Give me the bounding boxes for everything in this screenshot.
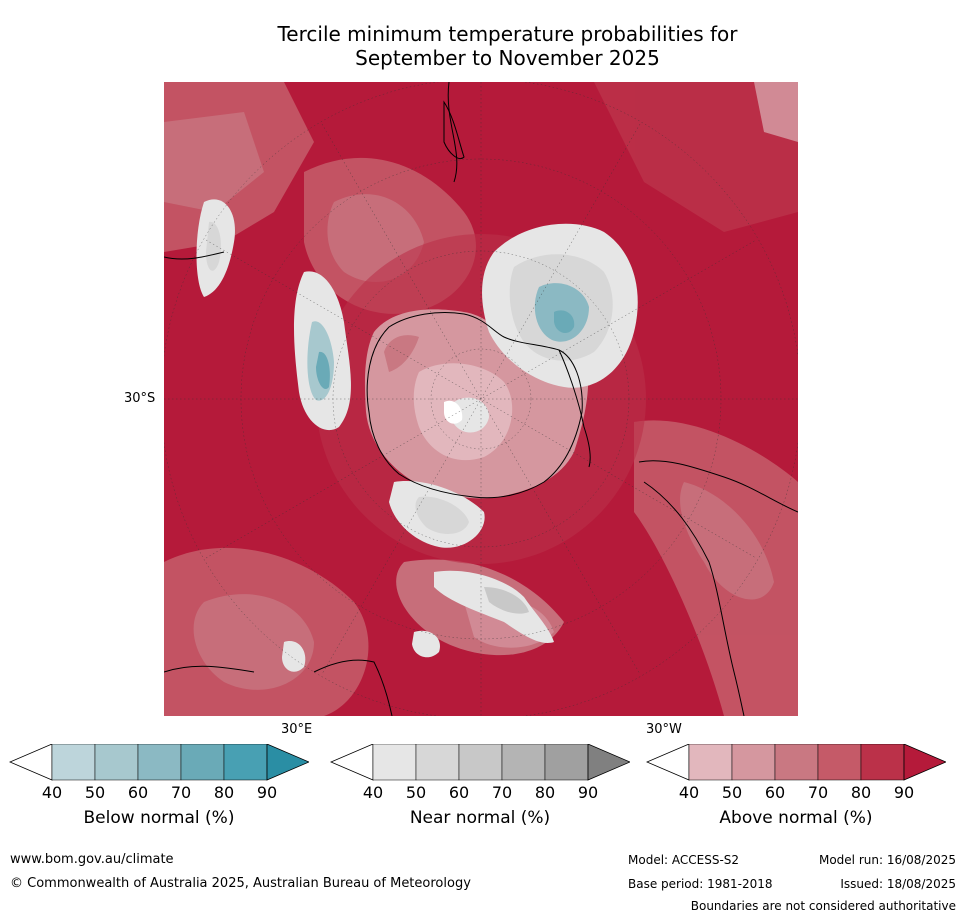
tick-label: 70 (807, 783, 829, 802)
colorbar-extend-high (903, 744, 946, 781)
tick-label: 50 (721, 783, 743, 802)
above-normal-light-patches (164, 82, 798, 716)
colorbar-bin (51, 744, 96, 781)
model-text: Model: ACCESS-S2 (628, 853, 740, 867)
tick-label: 60 (127, 783, 149, 802)
colorbar-bin (774, 744, 819, 781)
probability-map (164, 82, 798, 716)
colorbar-extend-low (646, 744, 690, 781)
title-line-2: September to November 2025 (355, 46, 660, 70)
colorbar-bin (731, 744, 776, 781)
tick-label: 80 (850, 783, 872, 802)
colorbar-near-ticks: 40 50 60 70 80 90 (330, 783, 630, 802)
colorbar-bin (544, 744, 589, 781)
colorbar-above-ticks: 40 50 60 70 80 90 (646, 783, 946, 802)
tick-label: 50 (405, 783, 427, 802)
base-period-text: Base period: 1981-2018 (628, 877, 773, 891)
lon-label-30e: 30°E (281, 722, 313, 737)
tick-label: 60 (764, 783, 786, 802)
disclaimer-text: Boundaries are not considered authoritat… (690, 899, 956, 913)
tick-label: 90 (256, 783, 278, 802)
near-normal-patches (196, 199, 638, 672)
colorbar-bin (372, 744, 417, 781)
tick-label: 80 (534, 783, 556, 802)
tick-label: 70 (491, 783, 513, 802)
colorbar-extend-low (9, 744, 53, 781)
colorbar-near-normal (330, 744, 630, 781)
tick-label: 50 (84, 783, 106, 802)
model-run-text: Model run: 16/08/2025 (818, 853, 956, 867)
colorbar-extend-high (266, 744, 309, 781)
tick-label: 60 (448, 783, 470, 802)
coastlines (164, 82, 798, 716)
tick-label: 90 (577, 783, 599, 802)
colorbar-bin (415, 744, 460, 781)
colorbar-bin (94, 744, 139, 781)
colorbar-extend-high (587, 744, 630, 781)
colorbar-below-ticks: 40 50 60 70 80 90 (9, 783, 309, 802)
graticule (164, 82, 798, 716)
lat-label-30s: 30°S (124, 391, 156, 406)
title-line-1: Tercile minimum temperature probabilitie… (277, 22, 738, 46)
map-title: Tercile minimum temperature probabilitie… (160, 22, 855, 70)
website-link[interactable]: www.bom.gov.au/climate (10, 852, 174, 867)
tick-label: 80 (213, 783, 235, 802)
colorbar-above-normal (646, 744, 946, 781)
tick-label: 40 (41, 783, 63, 802)
legend-label-above: Above normal (%) (719, 808, 873, 828)
tick-label: 70 (170, 783, 192, 802)
tick-label: 40 (678, 783, 700, 802)
tick-label: 90 (893, 783, 915, 802)
tick-label: 40 (362, 783, 384, 802)
colorbar-bin (817, 744, 862, 781)
legend-label-near: Near normal (%) (409, 808, 551, 828)
colorbar-bin (223, 744, 268, 781)
issued-text: Issued: 18/08/2025 (840, 877, 956, 891)
colorbar-bin (458, 744, 503, 781)
colorbar-bin (688, 744, 733, 781)
colorbar-bin (137, 744, 182, 781)
legend-label-below: Below normal (%) (83, 808, 235, 828)
lon-label-30w: 30°W (646, 722, 682, 737)
colorbar-extend-low (330, 744, 374, 781)
colorbar-bin (501, 744, 546, 781)
colorbar-below-normal (9, 744, 309, 781)
colorbar-bin (860, 744, 905, 781)
copyright-text: © Commonwealth of Australia 2025, Austra… (10, 876, 471, 891)
colorbar-bin (180, 744, 225, 781)
